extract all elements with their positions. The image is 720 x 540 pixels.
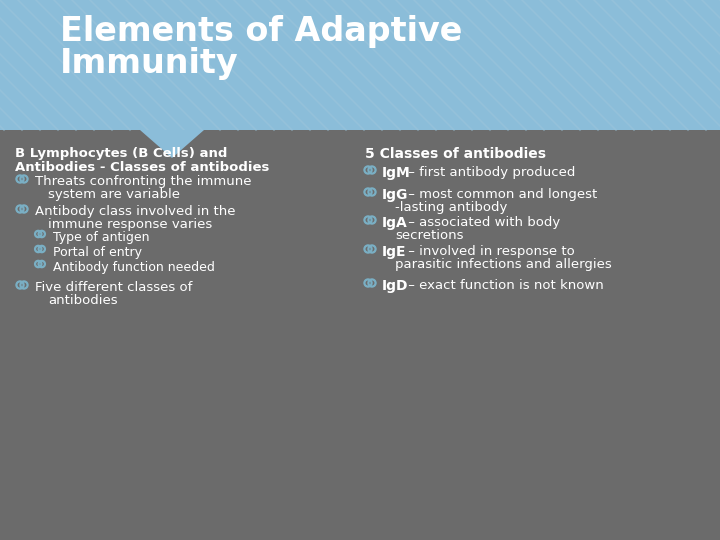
Polygon shape: [140, 130, 204, 158]
Text: – exact function is not known: – exact function is not known: [404, 279, 603, 292]
Bar: [0, 0, 720, 130]
Text: system are variable: system are variable: [48, 188, 180, 201]
Text: IgE: IgE: [382, 245, 407, 259]
Text: IgG: IgG: [382, 188, 408, 202]
Text: 5 Classes of antibodies: 5 Classes of antibodies: [365, 147, 546, 161]
Text: Portal of entry: Portal of entry: [53, 246, 142, 259]
Text: antibodies: antibodies: [48, 294, 117, 307]
Text: parasitic infections and allergies: parasitic infections and allergies: [395, 258, 612, 271]
Text: Antibody class involved in the: Antibody class involved in the: [35, 205, 235, 218]
Text: – involved in response to: – involved in response to: [404, 245, 575, 258]
Text: IgD: IgD: [382, 279, 408, 293]
Text: IgA: IgA: [382, 216, 408, 230]
Text: Threats confronting the immune: Threats confronting the immune: [35, 175, 251, 188]
Text: – most common and longest: – most common and longest: [404, 188, 597, 201]
Text: IgM: IgM: [382, 166, 410, 180]
Text: Five different classes of: Five different classes of: [35, 281, 192, 294]
Text: Elements of Adaptive: Elements of Adaptive: [60, 15, 462, 48]
Text: secretions: secretions: [395, 229, 464, 242]
Text: immune response varies: immune response varies: [48, 218, 212, 231]
Text: Antibody function needed: Antibody function needed: [53, 261, 215, 274]
Text: – associated with body: – associated with body: [404, 216, 560, 229]
Text: -lasting antibody: -lasting antibody: [395, 201, 508, 214]
Text: Antibodies - Classes of antibodies: Antibodies - Classes of antibodies: [15, 161, 269, 174]
Text: – first antibody produced: – first antibody produced: [404, 166, 575, 179]
Text: Immunity: Immunity: [60, 47, 238, 80]
Text: B Lymphocytes (B Cells) and: B Lymphocytes (B Cells) and: [15, 147, 228, 160]
Text: Type of antigen: Type of antigen: [53, 231, 150, 244]
